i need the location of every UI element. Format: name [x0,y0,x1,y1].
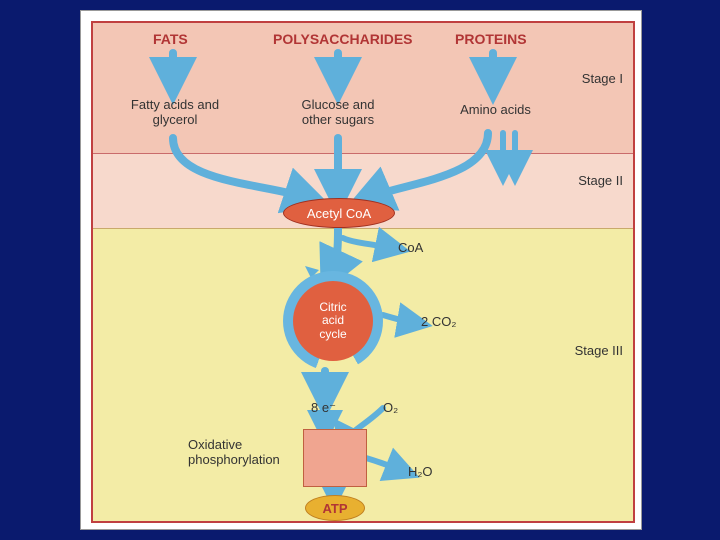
lbl-aminoacids: Amino acids [448,103,543,118]
lbl-co2: 2 CO₂ [421,315,456,330]
lbl-fattyacids: Fatty acids andglycerol [115,98,235,128]
hdr-fats: FATS [153,31,188,47]
stage2-label: Stage II [578,173,623,188]
lbl-oxphos: Oxidativephosphorylation [188,438,303,468]
citric-inner: Citricacidcycle [293,281,373,361]
stage1-label: Stage I [582,71,623,86]
slide-frame: Stage I Stage II Stage III FATS POLYSACC… [80,10,642,530]
stage3-label: Stage III [575,343,623,358]
node-atp: ATP [305,495,365,521]
hdr-prot: PROTEINS [455,31,527,47]
node-acetyl-coa: Acetyl CoA [283,198,395,228]
lbl-coa: CoA [398,241,423,256]
metabolic-diagram: Stage I Stage II Stage III FATS POLYSACC… [91,21,635,523]
lbl-o2: O₂ [383,401,398,416]
hdr-poly: POLYSACCHARIDES [273,31,413,47]
acetyl-text: Acetyl CoA [307,206,371,221]
atp-text: ATP [322,501,347,516]
node-oxphos-box [303,429,367,487]
lbl-h2o: H₂O [408,465,433,480]
lbl-glucose: Glucose andother sugars [283,98,393,128]
lbl-8e: 8 e⁻ [311,401,336,416]
node-citric-cycle: Citricacidcycle [283,271,383,371]
citric-text: Citricacidcycle [319,301,346,341]
